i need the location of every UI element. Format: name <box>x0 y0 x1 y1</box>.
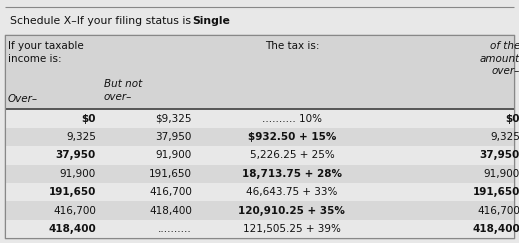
Bar <box>5 7 514 35</box>
Text: 418,400: 418,400 <box>48 224 96 234</box>
Text: 418,400: 418,400 <box>472 224 519 234</box>
Text: 37,950: 37,950 <box>56 150 96 160</box>
Text: 37,950: 37,950 <box>156 132 192 142</box>
Text: Single: Single <box>193 16 230 26</box>
Bar <box>5 146 514 165</box>
Text: 120,910.25 + 35%: 120,910.25 + 35% <box>239 206 345 216</box>
Text: The tax is:: The tax is: <box>265 41 319 51</box>
Text: 91,900: 91,900 <box>156 150 192 160</box>
Text: 416,700: 416,700 <box>53 206 96 216</box>
Text: 9,325: 9,325 <box>490 132 519 142</box>
Text: But not
over–: But not over– <box>104 79 142 102</box>
Text: 37,950: 37,950 <box>480 150 519 160</box>
Bar <box>5 128 514 146</box>
Text: 9,325: 9,325 <box>66 132 96 142</box>
Text: 121,505.25 + 39%: 121,505.25 + 39% <box>243 224 341 234</box>
Text: Schedule X–If your filing status is: Schedule X–If your filing status is <box>10 16 195 26</box>
Bar <box>5 220 514 238</box>
Text: .......... 10%: .......... 10% <box>262 113 322 123</box>
Text: 418,400: 418,400 <box>149 206 192 216</box>
Text: 191,650: 191,650 <box>473 187 519 197</box>
Text: ..........: .......... <box>158 224 192 234</box>
Bar <box>5 183 514 201</box>
Text: $932.50 + 15%: $932.50 + 15% <box>248 132 336 142</box>
Text: Over–: Over– <box>8 94 38 104</box>
Text: 416,700: 416,700 <box>149 187 192 197</box>
Bar <box>5 109 514 128</box>
Text: 18,713.75 + 28%: 18,713.75 + 28% <box>242 169 342 179</box>
Text: 46,643.75 + 33%: 46,643.75 + 33% <box>246 187 338 197</box>
Text: 416,700: 416,700 <box>477 206 519 216</box>
Bar <box>5 35 514 109</box>
Text: If your taxable
income is:: If your taxable income is: <box>8 41 84 64</box>
Text: 191,650: 191,650 <box>49 187 96 197</box>
Text: 5,226.25 + 25%: 5,226.25 + 25% <box>250 150 334 160</box>
Text: of the
amount
over–: of the amount over– <box>480 41 519 76</box>
Text: $0: $0 <box>81 113 96 123</box>
Bar <box>5 35 514 238</box>
Text: $0: $0 <box>506 113 519 123</box>
Bar <box>5 165 514 183</box>
Text: 91,900: 91,900 <box>60 169 96 179</box>
Bar <box>5 201 514 220</box>
Text: $9,325: $9,325 <box>156 113 192 123</box>
Text: 91,900: 91,900 <box>484 169 519 179</box>
Text: 191,650: 191,650 <box>149 169 192 179</box>
